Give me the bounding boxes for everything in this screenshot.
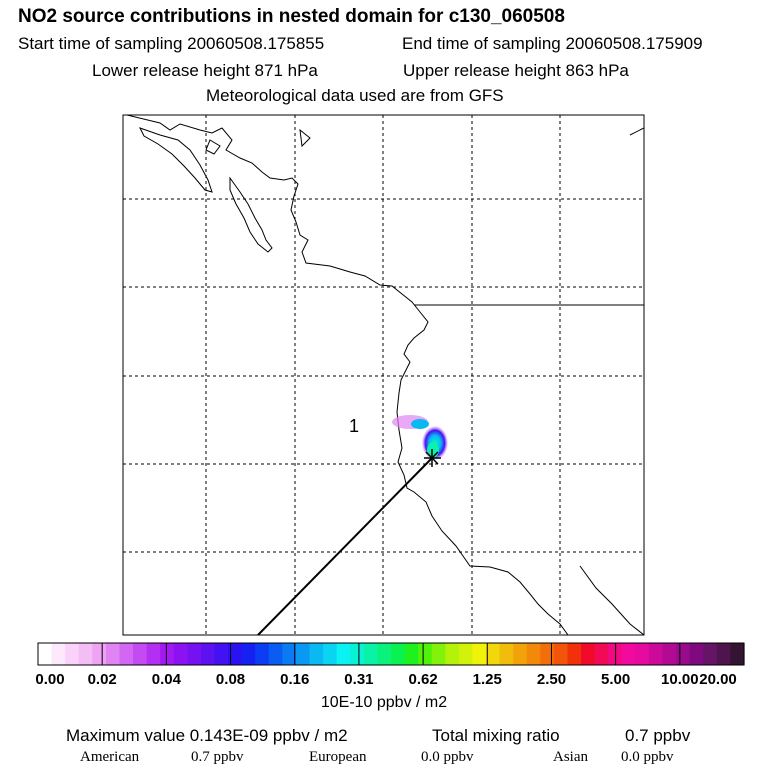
colorbar-tick-label: 5.00 [601, 671, 631, 688]
colorbar-tick-label: 20.00 [699, 671, 737, 688]
colorbar-swatch [295, 643, 311, 665]
colorbar-swatch [282, 643, 297, 665]
colorbar-tick-label: 0.00 [35, 671, 65, 688]
colorbar [38, 643, 745, 665]
colorbar-swatch [703, 643, 718, 665]
colorbar-swatch [78, 643, 93, 665]
upper-release-label: Upper release height 863 hPa [403, 61, 629, 80]
colorbar-tick-label: 10.00 [661, 671, 699, 688]
colorbar-swatch [255, 643, 270, 665]
colorbar-swatch [689, 643, 704, 665]
colorbar-tick-label: 0.16 [280, 671, 310, 688]
island-coast [139, 127, 213, 193]
colorbar-swatch [499, 643, 514, 665]
colorbar-swatch [418, 643, 433, 665]
american-label: American [80, 749, 140, 765]
colorbar-swatch [268, 643, 283, 665]
colorbar-tick-label: 0.31 [344, 671, 374, 688]
trajectory-track [257, 457, 433, 635]
colorbar-swatch [160, 643, 175, 665]
colorbar-swatch [363, 643, 379, 665]
colorbar-swatch [323, 643, 338, 665]
colorbar-swatch [214, 643, 229, 665]
coastline [126, 115, 569, 635]
colorbar-swatch [540, 643, 555, 665]
colorbar-swatch [472, 643, 487, 665]
colorbar-swatch [635, 643, 650, 665]
colorbar-swatch [309, 643, 324, 665]
colorbar-swatch [200, 643, 216, 665]
colorbar-swatch [119, 643, 134, 665]
inland-coast [205, 128, 311, 155]
border-ne [629, 127, 644, 136]
colorbar-swatch [336, 643, 351, 665]
colorbar-swatch [553, 643, 569, 665]
colorbar-tick-label: 0.02 [87, 671, 117, 688]
colorbar-swatch [350, 643, 365, 665]
colorbar-swatch [662, 643, 677, 665]
colorbar-swatch [228, 643, 243, 665]
colorbar-swatch [730, 643, 745, 665]
total-mixing-label: Total mixing ratio [432, 726, 560, 745]
colorbar-swatch [486, 643, 501, 665]
colorbar-tick-label: 0.04 [151, 671, 181, 688]
colorbar-swatch [404, 643, 419, 665]
colorbar-swatch [51, 643, 66, 665]
american-value: 0.7 ppbv [191, 749, 244, 765]
colorbar-swatch [92, 643, 107, 665]
colorbar-swatch [445, 643, 460, 665]
max-value-label: Maximum value 0.143E-09 ppbv / m2 [66, 726, 348, 745]
colorbar-tick-label: 0.08 [215, 671, 246, 688]
colorbar-swatch [187, 643, 202, 665]
european-value: 0.0 ppbv [421, 749, 474, 765]
colorbar-swatch [648, 643, 664, 665]
plot-title: NO2 source contributions in nested domai… [18, 6, 565, 27]
strait-coast [229, 176, 273, 253]
met-data-label: Meteorological data used are from GFS [206, 86, 504, 105]
end-time-label: End time of sampling 20060508.175909 [402, 34, 703, 53]
plume [392, 415, 448, 460]
colorbar-units: 10E-10 ppbv / m2 [320, 694, 448, 711]
colorbar-swatch [676, 643, 691, 665]
colorbar-swatch [38, 643, 53, 665]
colorbar-swatch [621, 643, 636, 665]
colorbar-swatch [105, 643, 121, 665]
colorbar-swatch [65, 643, 80, 665]
map-frame [122, 114, 645, 636]
total-mixing-value: 0.7 ppbv [625, 726, 691, 745]
start-time-label: Start time of sampling 20060508.175855 [18, 34, 325, 53]
colorbar-swatch [716, 643, 732, 665]
colorbar-swatch [458, 643, 474, 665]
state-border-east [579, 565, 644, 635]
colorbar-swatch [567, 643, 582, 665]
receptor-marker-icon [424, 449, 441, 467]
colorbar-swatch [377, 643, 392, 665]
lat-lon-grid [123, 115, 644, 635]
colorbar-swatch [513, 643, 528, 665]
lower-release-label: Lower release height 871 hPa [92, 61, 318, 80]
colorbar-tick-label: 0.62 [408, 671, 438, 688]
colorbar-swatch [241, 643, 256, 665]
station-label: 1 [349, 416, 359, 436]
colorbar-swatch [431, 643, 446, 665]
european-label: European [309, 749, 367, 765]
colorbar-swatch [391, 643, 406, 665]
colorbar-swatch [146, 643, 161, 665]
asian-value: 0.0 ppbv [621, 749, 674, 765]
colorbar-tick-label: 1.25 [472, 671, 502, 688]
colorbar-frame [37, 642, 745, 666]
colorbar-swatch [133, 643, 148, 665]
colorbar-swatch [173, 643, 188, 665]
colorbar-swatch [581, 643, 596, 665]
asian-label: Asian [553, 749, 588, 765]
colorbar-swatch [594, 643, 609, 665]
colorbar-swatch [526, 643, 541, 665]
colorbar-tick-label: 2.50 [536, 671, 567, 688]
